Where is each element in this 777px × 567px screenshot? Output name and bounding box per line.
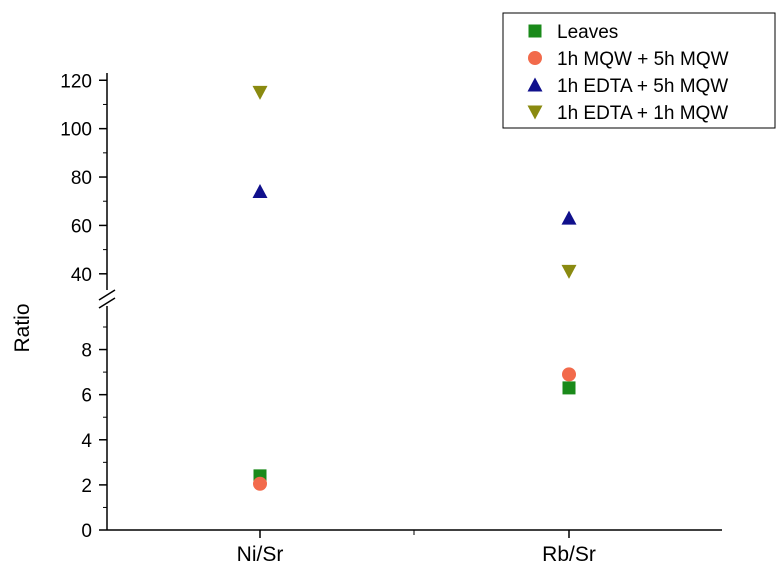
y-tick-label: 0 (81, 521, 92, 542)
y-tick-label: 40 (71, 265, 92, 286)
data-point (253, 476, 267, 491)
legend-label: Leaves (557, 22, 618, 43)
y-tick-label: 100 (60, 120, 92, 141)
data-point (561, 210, 577, 225)
data-point (562, 367, 576, 382)
legend-items: Leaves 1h MQW + 5h MQW 1h EDTA + 5h MQW 1h … (527, 22, 729, 124)
legend-label: 1h EDTA + 1h MQW (557, 103, 728, 124)
legend-label: 1h MQW + 5h MQW (557, 49, 729, 70)
y-tick-label: 80 (71, 168, 92, 189)
legend-marker (528, 24, 542, 38)
legend-label: 1h EDTA + 5h MQW (557, 76, 728, 97)
y-tick-label: 4 (81, 431, 92, 452)
x-tick-label: Rb/Sr (542, 543, 596, 566)
data-point (252, 85, 268, 100)
legend: Leaves 1h MQW + 5h MQW 1h EDTA + 5h MQW 1h … (502, 12, 776, 129)
y-tick-label: 2 (81, 476, 92, 497)
legend-marker (527, 105, 543, 120)
data-point (561, 264, 577, 279)
y-tick-label: 60 (71, 216, 92, 237)
axis-break-mark (98, 289, 116, 309)
y-axis-label: Ratio (11, 303, 34, 352)
data-point (562, 381, 576, 395)
y-tick-label: 8 (81, 341, 92, 362)
x-axis: Ni/Sr Rb/Sr (107, 529, 722, 566)
legend-box (502, 12, 776, 129)
x-tick-label: Ni/Sr (237, 543, 284, 566)
data-points (252, 85, 577, 491)
data-point (252, 184, 268, 199)
y-tick-label: 120 (60, 71, 92, 92)
legend-marker (528, 51, 542, 65)
y-axis: 0 2 4 6 8 40 60 80 100 120 Ratio (11, 71, 116, 542)
y-tick-group: 0 2 4 6 8 40 60 80 100 120 (60, 71, 107, 542)
legend-marker (527, 77, 543, 92)
x-tick-group: Ni/Sr Rb/Sr (237, 530, 596, 566)
y-tick-label: 6 (81, 386, 92, 407)
